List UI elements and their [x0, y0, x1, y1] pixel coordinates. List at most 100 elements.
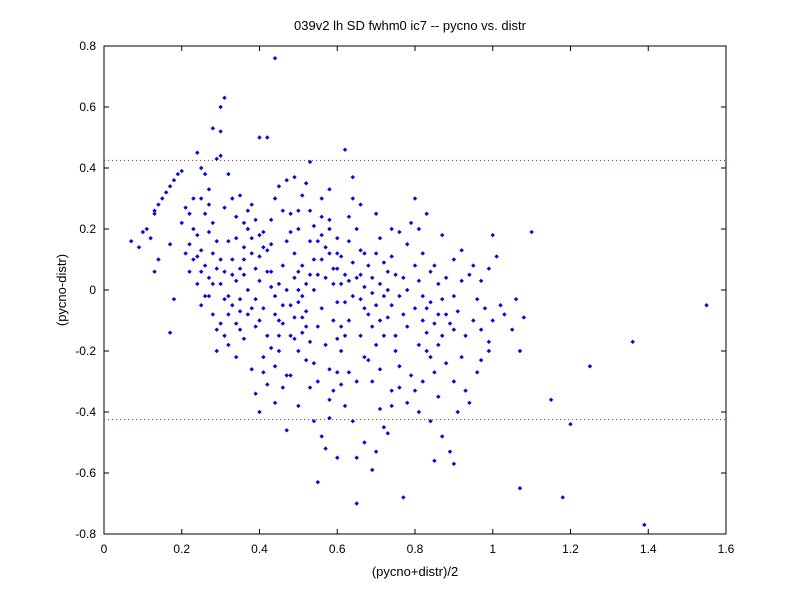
data-point	[451, 461, 457, 467]
data-point	[331, 318, 336, 323]
data-point	[350, 196, 355, 201]
x-axis-label: (pycno+distr)/2	[372, 564, 458, 579]
data-point	[206, 293, 212, 299]
data-point	[257, 232, 262, 238]
data-point	[377, 367, 383, 372]
data-point	[385, 431, 390, 436]
data-point	[475, 370, 480, 375]
data-point	[187, 211, 192, 216]
data-point	[164, 190, 169, 195]
data-point	[350, 418, 355, 424]
data-point	[249, 202, 254, 207]
data-point	[377, 281, 383, 287]
data-point	[358, 248, 363, 253]
data-point	[509, 327, 515, 332]
data-points	[129, 56, 709, 528]
data-point	[436, 342, 441, 348]
data-point	[366, 357, 371, 363]
data-point	[230, 196, 235, 201]
data-point	[206, 202, 212, 207]
data-point	[385, 287, 390, 293]
data-point	[191, 196, 196, 201]
data-point	[346, 239, 352, 244]
data-point	[210, 312, 216, 317]
data-point	[490, 318, 495, 323]
data-point	[195, 150, 200, 155]
data-point	[303, 357, 309, 363]
data-point	[354, 275, 359, 280]
y-tick-label: 0.2	[79, 222, 96, 236]
data-point	[478, 357, 484, 363]
data-point	[440, 434, 445, 439]
data-point	[226, 239, 231, 244]
data-point	[331, 388, 336, 393]
data-point	[548, 397, 554, 402]
data-point	[377, 318, 383, 323]
data-point	[467, 400, 472, 406]
data-point	[195, 281, 200, 287]
data-point	[358, 202, 363, 207]
data-point	[362, 284, 367, 290]
chart-title: 039v2 lh SD fwhm0 ic7 -- pycno vs. distr	[294, 18, 527, 33]
data-point	[311, 361, 317, 366]
data-point	[296, 269, 301, 274]
data-point	[354, 501, 359, 506]
data-point	[300, 330, 305, 335]
data-point	[265, 269, 270, 274]
data-point	[350, 174, 355, 180]
data-point	[261, 306, 266, 311]
data-point	[296, 348, 301, 354]
data-point	[338, 382, 344, 387]
data-point	[335, 235, 340, 241]
data-point	[249, 235, 254, 241]
data-point	[486, 266, 492, 271]
data-point	[338, 324, 344, 329]
data-point	[230, 303, 235, 308]
data-point	[261, 229, 266, 235]
data-point	[389, 303, 394, 308]
y-tick-label: 0	[89, 283, 96, 297]
data-point	[350, 293, 355, 299]
data-point	[303, 181, 309, 186]
data-point	[268, 345, 274, 351]
data-point	[416, 278, 422, 284]
x-tick-label: 0	[101, 542, 108, 556]
data-point	[494, 254, 499, 259]
data-point	[331, 281, 336, 287]
data-point	[358, 272, 363, 277]
data-point	[268, 284, 274, 290]
data-point	[265, 333, 270, 338]
data-point	[319, 214, 324, 219]
data-point	[307, 272, 313, 277]
data-point	[389, 226, 394, 232]
data-point	[408, 373, 414, 378]
data-point	[459, 248, 464, 253]
data-point	[420, 293, 425, 299]
data-point	[307, 159, 313, 165]
data-point	[389, 388, 394, 393]
y-tick-label: 0.8	[79, 39, 96, 53]
data-point	[218, 104, 223, 110]
data-point	[397, 364, 402, 369]
x-tick-label: 1	[489, 542, 496, 556]
data-point	[440, 333, 445, 338]
data-point	[447, 449, 453, 454]
data-point	[241, 245, 247, 250]
data-point	[373, 251, 379, 256]
data-point	[265, 135, 270, 140]
data-point	[338, 348, 344, 354]
data-point	[187, 269, 192, 274]
data-point	[292, 275, 297, 280]
data-point	[428, 418, 433, 424]
data-point	[206, 187, 212, 192]
data-point	[191, 257, 196, 262]
data-point	[397, 385, 402, 390]
data-point	[370, 275, 375, 280]
data-point	[245, 226, 251, 232]
data-point	[405, 400, 410, 406]
data-point	[517, 348, 523, 354]
data-point	[288, 303, 293, 308]
x-tick-label: 0.8	[407, 542, 424, 556]
data-point	[167, 330, 173, 335]
data-point	[385, 269, 390, 274]
